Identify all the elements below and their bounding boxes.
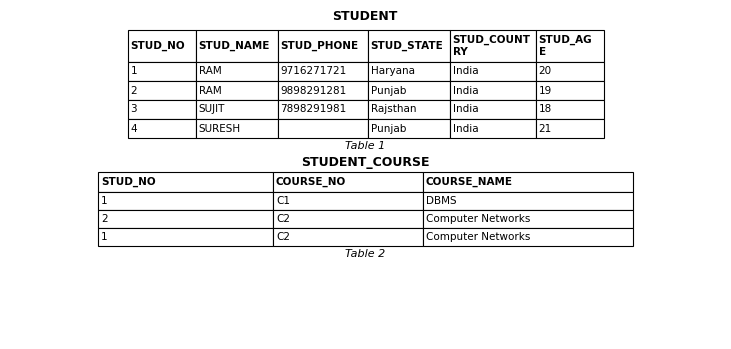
Bar	[273, 192, 423, 210]
Text: 19: 19	[539, 86, 552, 96]
Text: India: India	[452, 104, 478, 114]
Bar	[195, 62, 278, 81]
Bar	[127, 81, 195, 100]
Bar	[368, 30, 450, 62]
Text: 9898291281: 9898291281	[281, 86, 346, 96]
Text: STUD_NO: STUD_NO	[101, 177, 156, 187]
Bar	[98, 228, 273, 246]
Bar	[450, 100, 536, 119]
Text: C1: C1	[276, 196, 290, 206]
Text: SURESH: SURESH	[199, 124, 240, 134]
Bar	[127, 30, 195, 62]
Bar	[423, 172, 633, 192]
Text: STUDENT_COURSE: STUDENT_COURSE	[300, 156, 429, 169]
Text: Rajsthan: Rajsthan	[371, 104, 416, 114]
Text: DBMS: DBMS	[426, 196, 457, 206]
Text: 2: 2	[101, 214, 107, 224]
Bar	[127, 62, 195, 81]
Bar	[423, 210, 633, 228]
Bar	[127, 100, 195, 119]
Bar	[195, 81, 278, 100]
Text: RAM: RAM	[199, 86, 221, 96]
Text: 20: 20	[539, 67, 552, 76]
Text: SUJIT: SUJIT	[199, 104, 225, 114]
Text: STUD_COUNT
RY: STUD_COUNT RY	[452, 35, 531, 57]
Bar	[278, 30, 368, 62]
Bar	[536, 81, 604, 100]
Text: Haryana: Haryana	[371, 67, 414, 76]
Text: Computer Networks: Computer Networks	[426, 232, 531, 242]
Bar	[98, 210, 273, 228]
Text: STUDENT: STUDENT	[333, 10, 398, 23]
Bar	[278, 81, 368, 100]
Text: 3: 3	[131, 104, 137, 114]
Bar	[368, 100, 450, 119]
Text: STUD_NAME: STUD_NAME	[199, 41, 270, 51]
Text: India: India	[452, 86, 478, 96]
Bar	[195, 100, 278, 119]
Text: 1: 1	[131, 67, 137, 76]
Text: Table 1: Table 1	[345, 141, 385, 151]
Text: India: India	[452, 124, 478, 134]
Text: 4: 4	[131, 124, 137, 134]
Bar	[278, 119, 368, 138]
Text: Punjab: Punjab	[371, 86, 406, 96]
Bar	[98, 192, 273, 210]
Text: C2: C2	[276, 214, 290, 224]
Text: India: India	[452, 67, 478, 76]
Bar	[368, 62, 450, 81]
Bar	[450, 119, 536, 138]
Bar	[195, 119, 278, 138]
Bar	[536, 62, 604, 81]
Text: C2: C2	[276, 232, 290, 242]
Text: Table 2: Table 2	[345, 249, 385, 259]
Bar	[98, 172, 273, 192]
Bar	[536, 119, 604, 138]
Bar	[450, 81, 536, 100]
Text: Punjab: Punjab	[371, 124, 406, 134]
Bar	[273, 172, 423, 192]
Bar	[195, 30, 278, 62]
Text: 7898291981: 7898291981	[281, 104, 346, 114]
Text: STUD_PHONE: STUD_PHONE	[281, 41, 359, 51]
Text: 18: 18	[539, 104, 552, 114]
Bar	[368, 81, 450, 100]
Text: COURSE_NAME: COURSE_NAME	[426, 177, 513, 187]
Bar	[273, 228, 423, 246]
Text: STUD_STATE: STUD_STATE	[371, 41, 443, 51]
Text: STUD_NO: STUD_NO	[131, 41, 185, 51]
Text: 1: 1	[101, 196, 107, 206]
Bar	[278, 62, 368, 81]
Bar	[368, 119, 450, 138]
Text: Computer Networks: Computer Networks	[426, 214, 531, 224]
Text: COURSE_NO: COURSE_NO	[276, 177, 346, 187]
Bar	[536, 30, 604, 62]
Bar	[423, 192, 633, 210]
Text: STUD_AG
E: STUD_AG E	[539, 35, 592, 57]
Text: 9716271721: 9716271721	[281, 67, 346, 76]
Bar	[273, 210, 423, 228]
Text: 2: 2	[131, 86, 137, 96]
Bar	[450, 62, 536, 81]
Text: 21: 21	[539, 124, 552, 134]
Bar	[127, 119, 195, 138]
Bar	[423, 228, 633, 246]
Text: 1: 1	[101, 232, 107, 242]
Bar	[450, 30, 536, 62]
Bar	[278, 100, 368, 119]
Text: RAM: RAM	[199, 67, 221, 76]
Bar	[536, 100, 604, 119]
